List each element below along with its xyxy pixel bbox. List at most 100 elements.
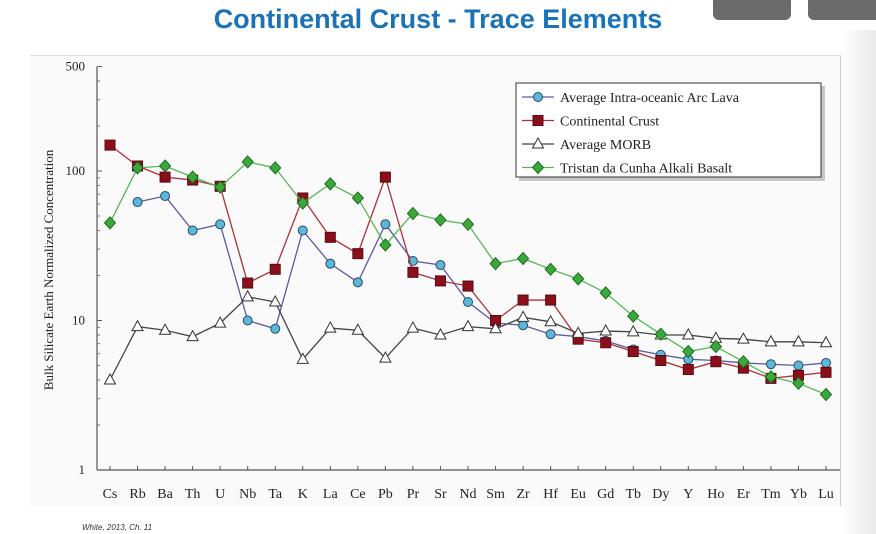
- data-point: [351, 323, 365, 335]
- data-point: [269, 263, 281, 275]
- data-point: [627, 346, 639, 358]
- data-point: [627, 309, 640, 323]
- data-point: [545, 294, 557, 306]
- data-point: [517, 294, 529, 306]
- data-point: [434, 275, 446, 287]
- data-point: [655, 355, 667, 367]
- x-tick-label: Th: [185, 487, 201, 502]
- data-point: [435, 260, 446, 271]
- data-point: [545, 329, 556, 340]
- data-point: [654, 327, 667, 341]
- data-point: [158, 323, 172, 335]
- data-point: [160, 191, 171, 202]
- data-point: [186, 170, 199, 184]
- data-point: [379, 351, 392, 363]
- x-tick-label: Eu: [570, 487, 586, 502]
- data-point: [380, 219, 391, 230]
- data-point: [158, 159, 172, 173]
- data-point: [187, 225, 198, 236]
- x-tick-label: Pb: [378, 487, 393, 502]
- data-point: [792, 376, 805, 391]
- data-point: [682, 364, 694, 376]
- y-axis-label: Bulk Silicate Earth Normalized Concentra…: [41, 149, 56, 390]
- previous-slide-button[interactable]: [713, 0, 791, 20]
- series-line: [137, 195, 827, 367]
- data-point: [242, 277, 254, 289]
- x-tick-label: Pr: [407, 487, 420, 502]
- data-point: [213, 180, 227, 194]
- y-tick-label: 500: [66, 59, 86, 74]
- data-point: [518, 320, 529, 331]
- x-tick-label: Ta: [268, 487, 283, 502]
- data-point: [325, 258, 336, 269]
- y-tick-label: 1: [79, 462, 86, 477]
- data-point: [131, 161, 144, 175]
- x-tick-label: Ho: [707, 487, 724, 502]
- series-0: [132, 191, 831, 371]
- data-point: [296, 196, 309, 210]
- data-point: [323, 321, 337, 333]
- data-point: [186, 329, 199, 342]
- x-tick-label: U: [215, 487, 225, 502]
- data-point: [352, 277, 363, 288]
- data-point: [516, 310, 530, 322]
- data-point: [544, 314, 557, 327]
- x-tick-label: Yb: [790, 487, 807, 502]
- data-point: [737, 354, 750, 369]
- data-point: [600, 337, 612, 349]
- x-tick-label: Nb: [239, 487, 256, 502]
- data-point: [296, 352, 310, 364]
- data-point: [626, 324, 640, 337]
- x-tick-label: Cs: [103, 487, 118, 502]
- data-point: [103, 372, 117, 385]
- window-edge: [840, 30, 876, 534]
- data-point: [765, 359, 776, 370]
- data-point: [792, 334, 805, 347]
- data-point: [434, 213, 447, 227]
- data-point: [104, 139, 116, 151]
- data-point: [434, 327, 447, 340]
- legend-label: Average Intra-oceanic Arc Lava: [560, 91, 740, 106]
- legend-label: Average MORB: [560, 138, 651, 153]
- data-point: [820, 366, 832, 378]
- data-point: [242, 315, 253, 326]
- data-point: [215, 219, 226, 230]
- data-point: [241, 289, 255, 302]
- x-tick-label: Lu: [818, 487, 834, 502]
- legend-label: Continental Crust: [560, 115, 659, 130]
- y-tick-label: 10: [72, 313, 85, 328]
- data-point: [462, 280, 474, 292]
- data-point: [737, 332, 750, 344]
- x-tick-label: K: [298, 487, 308, 502]
- slide-title: Continental Crust - Trace Elements: [213, 4, 663, 34]
- data-point: [516, 251, 530, 266]
- x-tick-label: Sr: [434, 487, 447, 502]
- data-point: [269, 161, 282, 175]
- data-point: [819, 335, 833, 348]
- data-point: [819, 387, 833, 402]
- data-point: [324, 231, 336, 243]
- legend-marker: [531, 160, 545, 175]
- legend-marker: [531, 136, 545, 149]
- y-tick-label: 100: [66, 163, 86, 178]
- next-slide-button[interactable]: [808, 0, 876, 20]
- data-point: [270, 323, 281, 334]
- data-point: [379, 238, 392, 252]
- legend: Average Intra-oceanic Arc Lava Continenta…: [515, 82, 825, 181]
- legend-label: Tristan da Cunha Alkali Basalt: [560, 162, 732, 177]
- x-tick-label: Tm: [761, 487, 781, 502]
- x-tick-label: Rb: [129, 487, 145, 502]
- x-tick-label: La: [323, 487, 339, 502]
- data-point: [599, 286, 612, 300]
- series-2: [103, 289, 833, 385]
- data-point: [406, 321, 420, 333]
- data-point: [821, 357, 831, 368]
- data-point: [599, 324, 613, 336]
- x-tick-label: Ce: [350, 487, 366, 502]
- data-point: [324, 177, 337, 191]
- x-tick-label: Dy: [652, 487, 669, 502]
- data-point: [544, 262, 557, 277]
- x-tick-label: Sm: [486, 487, 505, 502]
- data-point: [132, 197, 143, 208]
